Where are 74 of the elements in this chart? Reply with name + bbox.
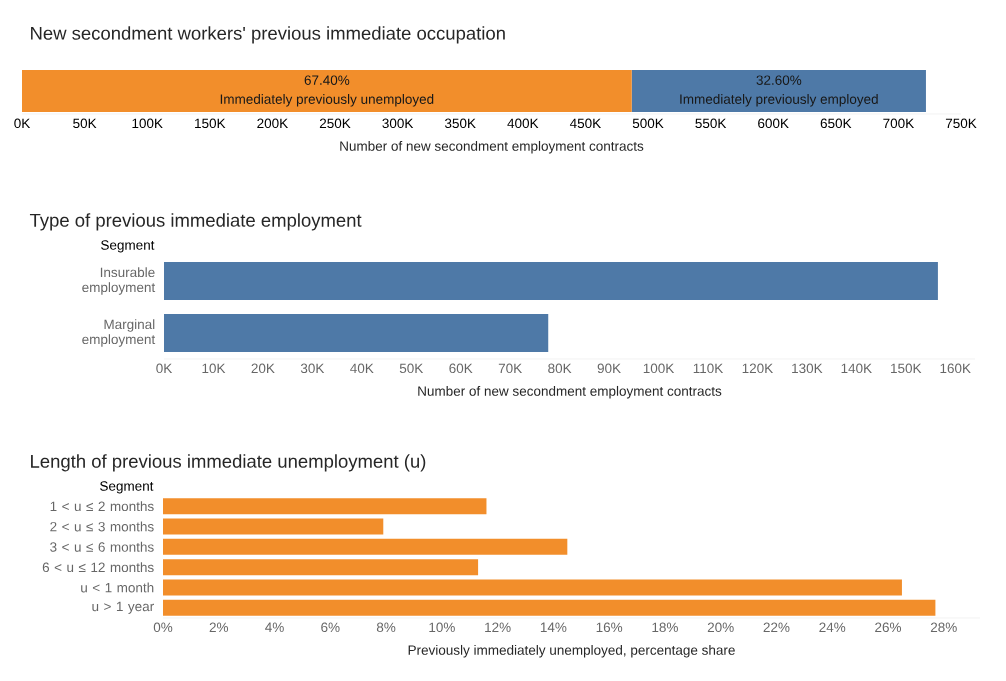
bar [163,518,384,535]
y-tick-label: 2 < u ≤ 3 months [50,521,154,532]
x-tick-label: 400K [507,118,539,129]
x-tick-label: 200K [257,118,289,129]
x-tick-label: 40K [350,363,374,374]
x-tick-label: 2% [209,622,229,633]
x-tick-label: 700K [883,118,915,129]
x-tick-label: 18% [652,622,678,633]
x-tick-label: 14% [540,622,567,632]
x-tick-label: 8% [376,622,396,633]
x-tick-label: 500K [632,118,664,129]
x-tick-label: 6% [321,622,340,633]
y-tick-label: u < 1 month [81,582,154,593]
annotation: 32.60% [756,75,802,85]
x-tick-label: 600K [758,118,789,129]
chart-title: New secondment workers' previous immediate occupation [31,26,505,44]
y-tick-label: Insurable employment [82,267,156,295]
x-axis-title: Number of new secondment employment contracts [340,140,644,154]
x-tick-label: 90K [597,363,621,374]
x-tick-label: 300K [382,118,414,129]
y-tick-label: u > 1 year [92,601,154,614]
x-tick-label: 50K [399,363,424,374]
x-tick-label: 20% [707,622,734,633]
x-tick-label: 16% [596,622,623,633]
x-tick-label: 4% [265,622,284,632]
x-tick-label: 26% [875,622,902,633]
x-tick-label: 450K [569,118,602,129]
bar [163,579,902,596]
y-tick-label: 3 < u ≤ 6 months [50,541,154,552]
x-tick-label: 250K [319,118,351,129]
x-tick-label: 100K [132,118,163,129]
x-tick-label: 140K [841,363,872,374]
x-tick-label: 0K [156,363,173,374]
series-label: Immediately previously employed [680,94,878,107]
x-axis-title: Previously immediately unemployed, percentage share [408,644,735,658]
x-tick-label: 0K [14,118,31,129]
x-tick-label: 22% [763,622,790,633]
chart-title: Type of previous immediate employment [29,213,362,231]
y-tick-label: 1 < u ≤ 2 months [50,501,154,512]
bar [163,538,568,555]
x-tick-label: 0% [153,622,173,633]
y-axis-title: Segment [101,240,155,253]
x-tick-label: 150K [891,363,922,374]
x-tick-label: 60K [449,363,473,374]
bar [163,599,936,616]
x-tick-label: 80K [548,363,572,374]
x-tick-label: 130K [792,363,823,374]
x-tick-label: 150K [195,118,226,129]
bar [163,498,487,515]
x-tick-label: 110K [693,363,724,374]
x-tick-label: 30K [300,363,325,374]
x-axis-title: Number of new secondment employment contracts [418,385,722,399]
x-tick-label: 750K [945,118,977,129]
bar [163,559,479,576]
x-tick-label: 28% [930,622,957,633]
chart-title: Length of previous immediate unemployment (u) [31,454,426,472]
x-tick-label: 12% [485,622,511,633]
y-tick-label: Marginal employment [82,319,156,347]
x-tick-label: 350K [444,118,476,129]
x-tick-label: 120K [742,363,774,374]
x-tick-label: 24% [819,622,846,633]
y-axis-title: Segment [100,481,154,494]
x-tick-label: 20K [251,363,275,374]
y-tick-label: 6 < u ≤ 12 months [42,562,154,573]
x-tick-label: 650K [820,118,852,129]
x-tick-label: 70K [498,363,523,374]
x-tick-label: 160K [940,363,971,374]
x-tick-label: 10% [429,622,455,633]
x-tick-label: 50K [73,118,97,129]
x-tick-label: 550K [695,118,727,129]
annotation: 67.40% [304,75,350,85]
x-tick-label: 100K [643,363,675,374]
series-label: Immediately previously unemployed [220,94,434,107]
x-tick-label: 10K [202,363,226,374]
